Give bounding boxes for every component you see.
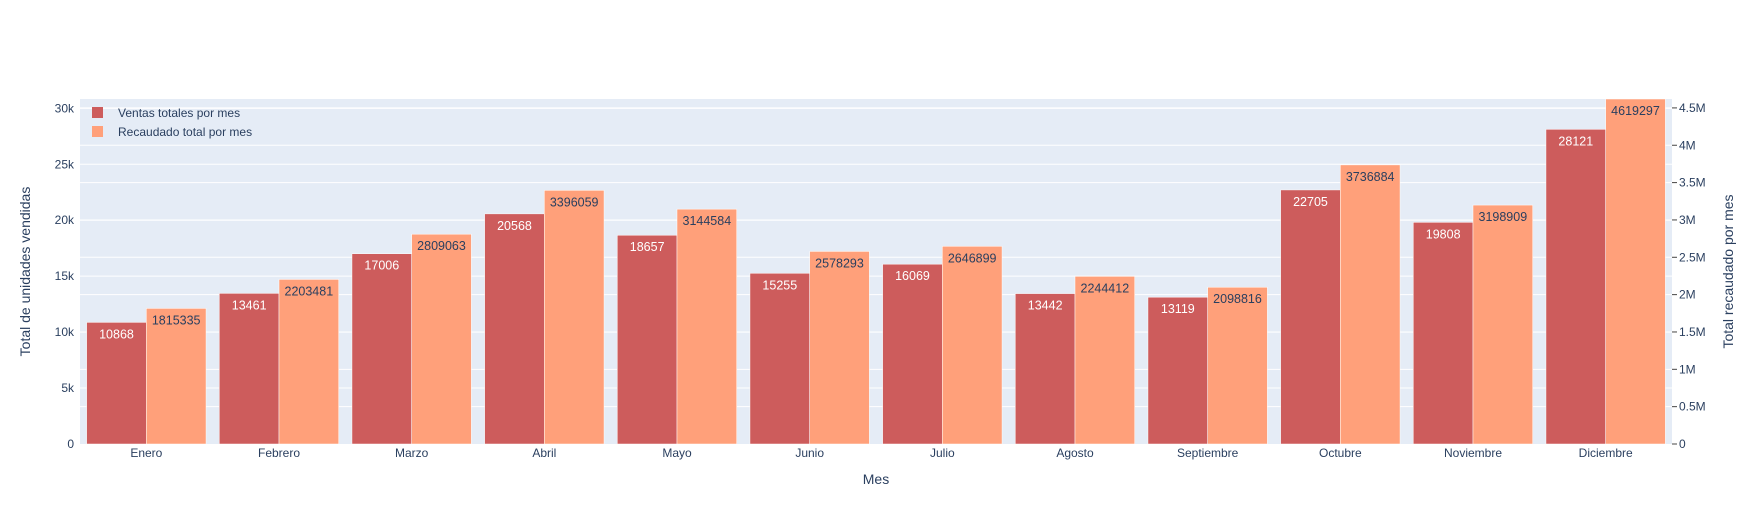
x-axis-title: Mes [863,471,889,487]
left-y-tick-label: 15k [55,269,75,283]
bar-ventas-junio[interactable] [749,273,810,445]
bar-recaudado-septiembre[interactable] [1207,286,1268,445]
bar-value-label: 2809063 [417,239,466,253]
bar-value-label: 19808 [1426,227,1461,241]
bar-value-label: 13119 [1161,302,1195,316]
x-tick-label: Diciembre [1579,446,1633,460]
bar-ventas-diciembre[interactable] [1545,129,1606,445]
axes: 0 5k 10k 15k 20k 25k 30k 0 0.5M 1M 1.5M 2M 2.5M 3M 3.5… [55,101,1706,460]
bar-recaudado-febrero[interactable] [278,279,339,445]
right-y-tick-label: 0.5M [1679,400,1706,414]
bar-recaudado-junio[interactable] [809,251,870,445]
bar-value-label: 3396059 [550,195,599,209]
right-y-tick-label: 4.5M [1679,101,1706,115]
bar-value-label: 13442 [1028,299,1063,313]
bar-value-label: 22705 [1293,195,1328,209]
left-y-tick-label: 20k [55,213,75,227]
bar-ventas-mayo[interactable] [617,234,678,445]
left-y-tick-label: 5k [61,381,75,395]
bar-value-label: 2244412 [1081,281,1130,295]
bar-value-label: 2646899 [948,251,997,265]
bar-value-label: 16069 [895,269,930,283]
right-y-axis-title: Total recaudado por mes [1720,194,1736,348]
bar-recaudado-mayo[interactable] [676,208,737,445]
legend-item-label[interactable]: Recaudado total por mes [118,125,252,139]
bar-value-label: 15255 [762,278,797,292]
bar-ventas-noviembre[interactable] [1413,222,1474,445]
left-y-tick-label: 0 [67,437,74,451]
x-tick-label: Marzo [395,446,429,460]
x-tick-label: Noviembre [1444,446,1502,460]
bars [86,98,1666,445]
legend-swatch[interactable] [92,107,103,118]
legend-item-label[interactable]: Ventas totales por mes [118,106,240,120]
bar-ventas-julio[interactable] [882,263,943,445]
bar-value-label: 2098816 [1213,292,1262,306]
bar-value-label: 2578293 [815,256,864,270]
left-y-axis-title: Total de unidades vendidas [17,187,33,357]
bar-value-label: 18657 [630,240,665,254]
bar-value-label: 3736884 [1346,170,1395,184]
right-y-tick-label: 1M [1679,362,1696,376]
bar-ventas-agosto[interactable] [1015,293,1076,445]
x-tick-label: Agosto [1056,446,1094,460]
right-y-tick-label: 2.5M [1679,250,1706,264]
bar-recaudado-octubre[interactable] [1340,164,1401,445]
bar-ventas-febrero[interactable] [219,293,280,445]
right-y-tick-label: 2M [1679,288,1696,302]
bar-recaudado-enero[interactable] [146,308,207,445]
bar-ventas-octubre[interactable] [1280,189,1341,445]
bar-value-label: 3144584 [683,214,732,228]
x-tick-label: Julio [930,446,955,460]
gridlines [80,107,1672,408]
plot-area-background [80,99,1672,444]
bar-value-label: 17006 [364,259,399,273]
data-labels: 10868 13461 17006 20568 18657 15255 16069 13442… [99,104,1660,341]
bar-ventas-enero[interactable] [86,322,147,445]
legend[interactable]: Ventas totales por mes Recaudado total po… [92,106,252,139]
x-tick-label: Enero [130,446,162,460]
bar-value-label: 13461 [232,298,267,312]
right-y-tick-label: 0 [1679,437,1686,451]
legend-swatch[interactable] [92,126,103,137]
bar-value-label: 10868 [99,327,134,341]
bar-recaudado-agosto[interactable] [1074,276,1135,445]
x-tick-label: Octubre [1319,446,1362,460]
left-y-tick-label: 30k [55,101,75,115]
x-tick-label: Junio [795,446,824,460]
right-y-tick-label: 4M [1679,138,1696,152]
right-y-tick-label: 3.5M [1679,176,1706,190]
right-y-tick-label: 1.5M [1679,325,1706,339]
bar-recaudado-marzo[interactable] [411,233,472,445]
bar-value-label: 28121 [1558,134,1593,148]
left-y-tick-label: 10k [55,325,75,339]
left-y-tick-label: 25k [55,157,75,171]
bar-recaudado-noviembre[interactable] [1472,204,1533,445]
bar-value-label: 1815335 [152,313,201,327]
bar-recaudado-diciembre[interactable] [1605,98,1666,445]
x-tick-label: Mayo [662,446,692,460]
bar-value-label: 4619297 [1611,104,1660,118]
x-tick-label: Septiembre [1177,446,1239,460]
x-tick-label: Abril [532,446,556,460]
bar-ventas-septiembre[interactable] [1147,296,1208,445]
bar-value-label: 3198909 [1479,210,1528,224]
bar-ventas-abril[interactable] [484,213,545,445]
right-y-tick-label: 3M [1679,213,1696,227]
bar-recaudado-abril[interactable] [544,190,605,445]
bar-value-label: 2203481 [285,284,334,298]
bar-ventas-marzo[interactable] [351,253,412,445]
bar-value-label: 20568 [497,219,532,233]
bar-recaudado-julio[interactable] [942,246,1003,445]
x-tick-label: Febrero [258,446,300,460]
